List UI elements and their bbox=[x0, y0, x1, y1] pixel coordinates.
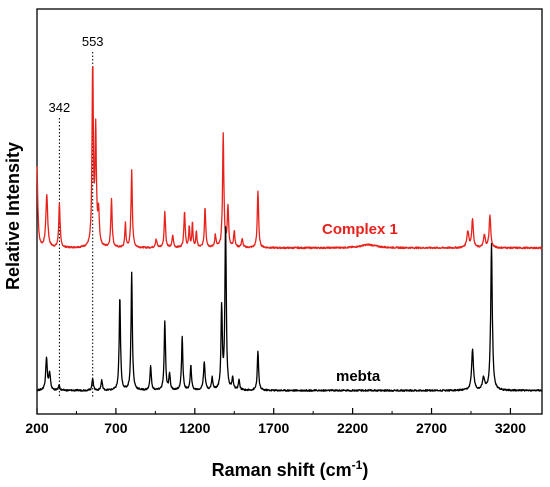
series-line-complex-1 bbox=[36, 65, 543, 250]
annotation-label-342: 342 bbox=[49, 100, 71, 115]
series-label-complex-1: Complex 1 bbox=[322, 221, 398, 238]
y-axis-title: Relative Intensity bbox=[3, 142, 23, 290]
x-tick-label-3200: 3200 bbox=[495, 420, 526, 436]
series-group bbox=[36, 65, 543, 392]
x-tick-label-700: 700 bbox=[104, 420, 128, 436]
annotation-group: 342 553 bbox=[49, 34, 104, 397]
x-tick-label-2700: 2700 bbox=[416, 420, 447, 436]
x-axis-title-sup: -1 bbox=[352, 458, 363, 472]
x-axis-title: Raman shift (cm-1) bbox=[212, 458, 369, 480]
series-labels-group: Complex 1 mebta bbox=[322, 221, 398, 385]
x-ticks-group: 200 700 1200 1700 2200 2700 3200 bbox=[25, 408, 526, 436]
series-line-mebta bbox=[36, 226, 543, 392]
annotation-label-553: 553 bbox=[82, 34, 104, 49]
x-tick-label-2200: 2200 bbox=[337, 420, 368, 436]
plot-frame bbox=[36, 8, 543, 415]
series-label-mebta: mebta bbox=[336, 368, 381, 385]
x-axis-title-end: ) bbox=[362, 460, 368, 480]
x-axis-title-main: Raman shift (cm bbox=[212, 460, 352, 480]
x-tick-label-200: 200 bbox=[25, 420, 49, 436]
x-tick-label-1700: 1700 bbox=[258, 420, 289, 436]
x-tick-label-1200: 1200 bbox=[179, 420, 210, 436]
plot-frame-group bbox=[36, 8, 543, 415]
